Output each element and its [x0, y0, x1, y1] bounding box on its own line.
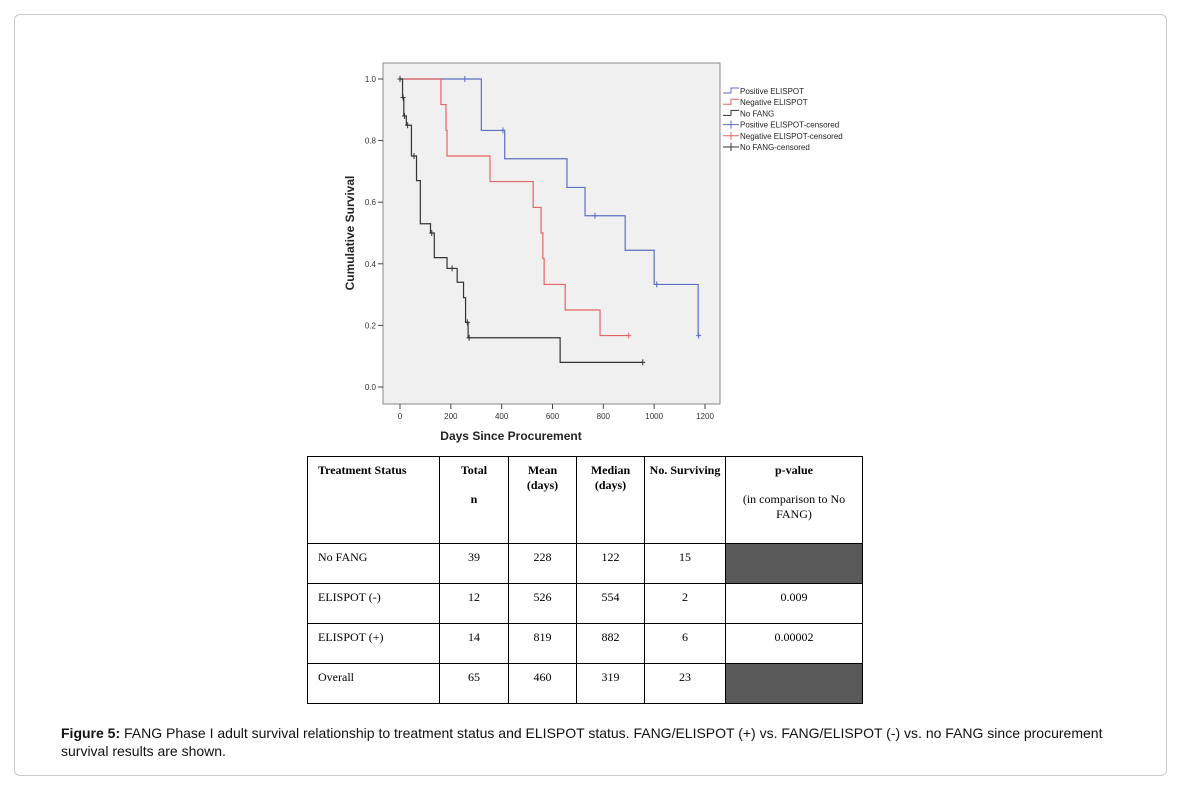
survival-line-positive-elispot [400, 78, 699, 337]
legend-label: No FANG [740, 109, 774, 118]
x-axis-label: Days Since Procurement [440, 429, 581, 443]
table-cell: 526 [508, 583, 577, 624]
censor-mark [397, 76, 403, 82]
table-cell: 0.00002 [725, 623, 863, 664]
censor-mark [405, 122, 411, 129]
censor-mark [429, 230, 435, 236]
table-row: ELISPOT (+) 14 819 882 6 0.00002 [307, 623, 863, 664]
table-cell: 2 [644, 583, 726, 624]
y-tick-label: 0.8 [365, 137, 377, 146]
table-cell: 319 [576, 663, 645, 704]
header-cell: Median (days) [576, 456, 645, 544]
table-cell: 12 [439, 583, 509, 624]
censor-mark [400, 94, 406, 101]
shaded-cell [725, 543, 863, 584]
figure-caption: Figure 5: FANG Phase I adult survival re… [61, 724, 1141, 760]
table-cell: 460 [508, 663, 577, 704]
censor-mark [654, 281, 660, 288]
table-cell: 0.009 [725, 583, 863, 624]
table-cell: 122 [576, 543, 645, 584]
shaded-cell [725, 663, 863, 704]
legend-censor-icon [723, 120, 739, 129]
table-cell: 39 [439, 543, 509, 584]
figure-card [14, 14, 1167, 776]
legend-censor-icon [723, 131, 739, 140]
legend-censor-icon [723, 143, 739, 151]
table-cell: ELISPOT (+) [307, 623, 440, 664]
censor-mark [592, 212, 598, 219]
x-tick-label: 800 [597, 412, 611, 421]
header-cell: No. Surviving [644, 456, 726, 544]
caption-label: Figure 5: [61, 725, 121, 741]
x-tick-label: 200 [444, 412, 458, 421]
censor-mark [696, 332, 702, 339]
censor-mark [449, 265, 455, 272]
x-tick-label: 400 [495, 412, 509, 421]
table-cell: 15 [644, 543, 726, 584]
censor-mark [626, 332, 632, 339]
y-axis-label: Cumulative Survival [343, 176, 357, 291]
table-row: ELISPOT (-) 12 526 554 2 0.009 [307, 583, 863, 624]
legend-line-icon [723, 87, 739, 94]
table-cell: No FANG [307, 543, 440, 584]
legend-line-icon [723, 109, 739, 116]
censor-mark [640, 359, 646, 366]
table-cell: 819 [508, 623, 577, 664]
legend-label: Positive ELISPOT-censored [740, 121, 839, 130]
survival-chart: 0 200 400 600 800 1000 12000.00.20.40.60.81.0 … [343, 62, 843, 443]
table-cell: 14 [439, 623, 509, 664]
y-tick-label: 0.0 [365, 383, 377, 392]
table-cell: 882 [576, 623, 645, 664]
x-tick-label: 0 [398, 412, 403, 421]
table-cell: Overall [307, 663, 440, 704]
header-cell: p-value (in comparison to No FANG) [725, 456, 863, 544]
legend-label: Negative ELISPOT-censored [740, 132, 843, 141]
legend-label: No FANG-censored [740, 143, 810, 152]
censor-mark [411, 153, 417, 159]
y-tick-label: 1.0 [365, 75, 377, 84]
censor-mark [462, 76, 468, 82]
survival-table: Treatment Status Total n Mean (days) Medi… [307, 456, 863, 704]
table-cell: ELISPOT (-) [307, 583, 440, 624]
table-cell: 65 [439, 663, 509, 704]
plot-area [382, 62, 721, 405]
x-tick-label: 1200 [696, 412, 714, 421]
table-cell: 23 [644, 663, 726, 704]
table-cell: 228 [508, 543, 577, 584]
table-cell: 6 [644, 623, 726, 664]
censor-mark [500, 127, 506, 134]
censor-mark [464, 319, 470, 326]
table-header-row: Treatment Status Total n Mean (days) Medi… [307, 456, 863, 544]
header-cell: Mean (days) [508, 456, 577, 544]
caption-text: FANG Phase I adult survival relationship… [61, 725, 1103, 759]
y-tick-label: 0.6 [365, 198, 377, 207]
header-cell: Total n [439, 456, 509, 544]
legend-label: Negative ELISPOT [740, 98, 808, 107]
legend-label: Positive ELISPOT [740, 87, 804, 96]
x-tick-label: 1000 [645, 412, 663, 421]
table-cell: 554 [576, 583, 645, 624]
censor-mark [466, 334, 472, 341]
x-tick-label: 600 [546, 412, 560, 421]
header-cell: Treatment Status [307, 456, 440, 544]
censor-mark [402, 112, 408, 119]
y-tick-label: 0.2 [365, 321, 377, 330]
legend-line-icon [723, 98, 739, 105]
table-row: Overall 65 460 319 23 [307, 663, 863, 704]
y-tick-label: 0.4 [365, 260, 377, 269]
table-row: No FANG 39 228 122 15 [307, 543, 863, 584]
survival-line-negative-elispot [400, 78, 629, 337]
